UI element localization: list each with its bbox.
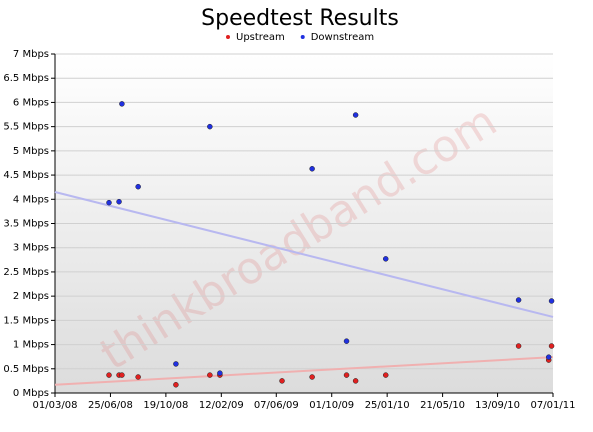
x-tick-label: 07/06/09 [254,400,299,411]
y-tick-label: 1 Mbps [13,340,49,351]
point [352,112,359,118]
point [352,378,359,384]
point [515,343,522,349]
x-tick-label: 25/01/10 [365,400,410,411]
legend-marker [226,35,230,39]
y-tick-label: 2 Mbps [13,291,49,302]
x-tick-label: 13/09/10 [475,400,520,411]
x-tick-label: 12/02/09 [199,400,244,411]
point [343,338,350,344]
point [309,374,315,380]
point [548,343,555,349]
y-tick-label: 1.5 Mbps [3,315,49,326]
point [135,374,141,380]
y-tick-label: 0.5 Mbps [3,364,49,375]
point [343,372,350,378]
point [309,166,315,172]
y-tick-label: 2.5 Mbps [3,267,49,278]
point [207,372,213,378]
x-tick-label: 19/10/08 [143,400,188,411]
y-tick-label: 0 Mbps [13,388,49,399]
y-tick-label: 5 Mbps [13,146,49,157]
x-tick-label: 25/06/08 [88,400,133,411]
point [173,361,179,367]
y-tick-label: 4.5 Mbps [3,170,49,181]
point [207,123,213,130]
legend-label: Downstream [311,32,374,43]
point [382,256,389,262]
legend-label: Upstream [236,32,285,43]
y-tick-label: 7 Mbps [13,49,49,60]
point [119,101,125,107]
point [106,199,112,206]
x-tick-label: 07/01/11 [531,400,576,411]
point [217,370,223,376]
point [382,372,389,378]
x-tick-label: 01/03/08 [33,400,78,411]
trend-line [54,191,554,318]
point [119,372,125,378]
point [135,183,141,190]
chart-title: Speedtest Results [201,6,399,31]
point [545,354,552,360]
y-tick-label: 6.5 Mbps [3,73,49,84]
point [106,372,112,378]
point [548,298,555,304]
x-tick-label: 21/05/10 [420,400,465,411]
point [515,297,522,303]
x-tick-label: 01/10/09 [309,400,354,411]
point [279,378,285,384]
y-tick-label: 6 Mbps [13,97,49,108]
point [173,382,179,388]
point [116,198,122,205]
trend-line [54,356,554,386]
y-tick-label: 3 Mbps [13,243,49,254]
y-tick-label: 4 Mbps [13,194,49,205]
y-tick-label: 3.5 Mbps [3,219,49,230]
legend-marker [300,35,305,39]
y-tick-label: 5.5 Mbps [3,122,49,133]
